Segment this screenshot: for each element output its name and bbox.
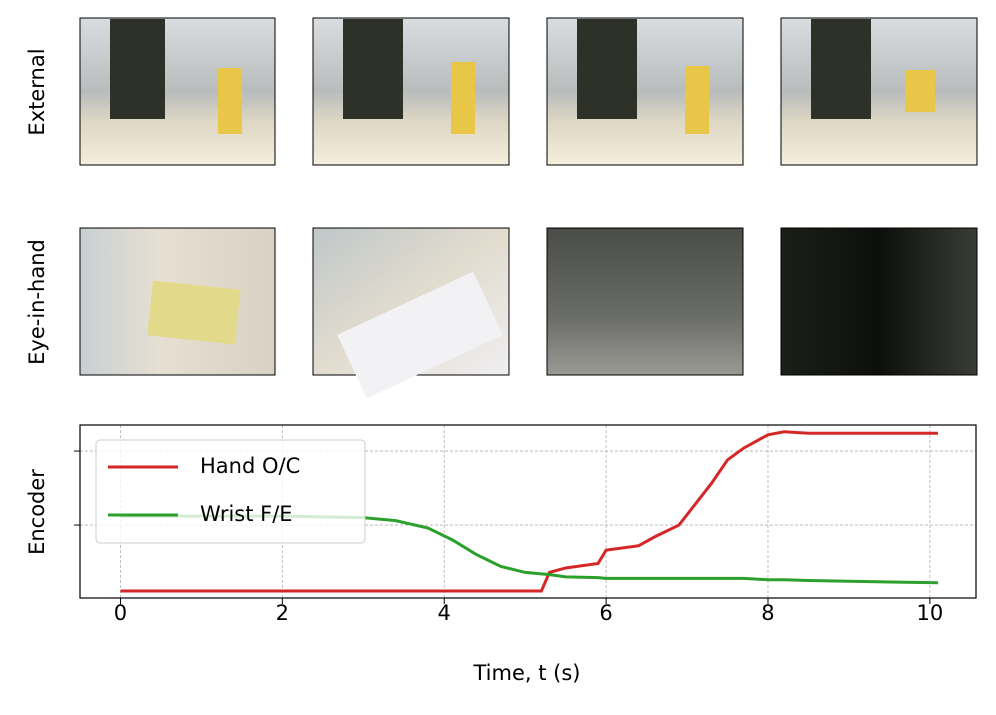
box — [147, 280, 241, 345]
photo — [312, 17, 510, 166]
x-tick-label: 0 — [114, 601, 127, 625]
box — [685, 66, 709, 134]
photo — [546, 227, 744, 376]
photo — [780, 227, 978, 376]
photo — [780, 17, 978, 166]
x-tick-label: 8 — [761, 601, 774, 625]
legend-label: Wrist F/E — [200, 502, 293, 526]
external-photos — [79, 17, 978, 166]
person — [577, 19, 637, 119]
x-tick-label: 2 — [276, 601, 289, 625]
x-axis-label: Time, t (s) — [473, 661, 581, 685]
x-tick-label: 6 — [599, 601, 612, 625]
box — [337, 271, 503, 399]
photo — [79, 17, 276, 166]
row-label: Eye-in-hand — [25, 239, 49, 365]
legend-label: Hand O/C — [200, 454, 300, 478]
series-line — [120, 430, 938, 593]
box — [218, 68, 242, 134]
x-tick-label: 4 — [438, 601, 451, 625]
plot-area: 0 2 4 6 8 10 Hand O/C Wrist F/E — [74, 424, 977, 625]
row-label: External — [25, 48, 49, 135]
eye-in-hand-photos — [79, 227, 978, 399]
axes-frame — [79, 424, 977, 599]
box — [451, 62, 475, 134]
y-axis-label: Encoder — [25, 469, 49, 555]
person — [110, 19, 165, 119]
person — [811, 19, 871, 119]
person — [343, 19, 403, 119]
box — [905, 70, 935, 112]
photo — [546, 17, 744, 166]
series-line — [120, 514, 938, 585]
x-tick-label: 10 — [916, 601, 943, 625]
